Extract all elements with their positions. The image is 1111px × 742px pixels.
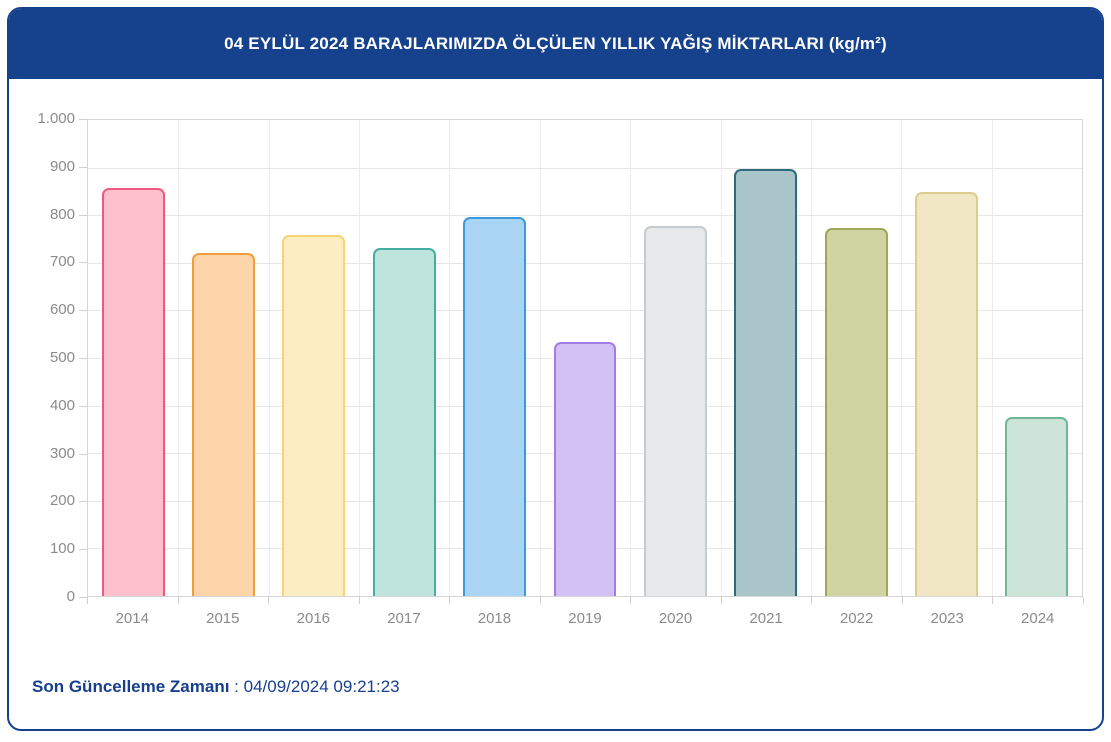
x-tick-mark [1083, 597, 1084, 604]
gridline-horizontal [88, 215, 1082, 217]
bar-2018[interactable] [463, 216, 527, 596]
bar-2015[interactable] [192, 252, 255, 596]
y-tick-label: 600 [49, 301, 75, 319]
y-tick-label: 200 [49, 492, 75, 510]
x-tick-mark [630, 597, 632, 604]
plot-area [87, 119, 1083, 597]
gridline-horizontal [88, 167, 1082, 169]
last-update-timestamp: 04/09/2024 09:21:23 [243, 677, 400, 696]
bar-2024[interactable] [1005, 417, 1069, 596]
y-tick-label: 0 [66, 588, 75, 605]
y-tick-label: 400 [49, 396, 75, 414]
y-tick-mark [79, 310, 87, 312]
gridline-vertical [720, 120, 722, 596]
y-tick-mark [79, 549, 87, 551]
y-tick-mark [79, 358, 87, 359]
bar-chart: 1.000 900 800 700 600 500 400 300 200 100 0 2014 20… [9, 79, 1102, 645]
bar-2023[interactable] [914, 192, 978, 596]
gridline-horizontal [88, 310, 1082, 312]
x-tick-mark [87, 597, 88, 604]
chart-header: 04 EYLÜL 2024 BARAJLARIMIZDA ÖLÇÜLEN YIL… [9, 9, 1102, 79]
y-tick-label: 500 [49, 349, 75, 366]
bar-2022[interactable] [824, 228, 888, 596]
bar-2020[interactable] [643, 225, 707, 596]
gridline-vertical [810, 120, 812, 596]
gridline-horizontal [88, 262, 1082, 264]
gridline-vertical [178, 120, 180, 596]
x-tick-mark [992, 597, 994, 604]
x-tick-label: 2021 [749, 610, 783, 627]
x-tick-label: 2024 [1021, 610, 1055, 627]
last-update-separator: : [229, 677, 244, 696]
x-tick-mark [358, 597, 360, 604]
y-tick-label: 800 [49, 205, 75, 223]
y-tick-mark [79, 405, 87, 407]
chart-card: 04 EYLÜL 2024 BARAJLARIMIZDA ÖLÇÜLEN YIL… [7, 7, 1104, 731]
x-tick-mark [901, 597, 903, 604]
x-tick-label: 2018 [477, 610, 512, 627]
y-tick-mark [79, 501, 87, 503]
x-tick-mark [720, 597, 722, 604]
x-tick-label: 2014 [115, 610, 149, 627]
x-tick-label: 2016 [296, 610, 331, 627]
x-tick-mark [539, 597, 541, 604]
x-tick-label: 2017 [387, 610, 421, 627]
y-tick-label: 700 [49, 253, 75, 271]
bar-2021[interactable] [734, 168, 798, 596]
bar-2019[interactable] [553, 341, 617, 596]
x-tick-label: 2019 [568, 610, 602, 627]
y-tick-mark [79, 597, 87, 598]
x-tick-label: 2022 [839, 610, 874, 627]
gridline-vertical [901, 120, 903, 596]
last-update-label: Son Güncelleme Zamanı [32, 677, 230, 696]
bar-2017[interactable] [372, 247, 436, 596]
x-tick-label: 2015 [206, 610, 240, 627]
gridline-vertical [449, 120, 451, 596]
gridline-vertical [630, 120, 632, 596]
y-tick-label: 900 [49, 157, 75, 175]
x-tick-mark [811, 597, 813, 604]
y-tick-mark [79, 166, 87, 168]
y-tick-label: 100 [49, 540, 75, 558]
gridline-vertical [359, 120, 361, 596]
gridline-vertical [991, 120, 993, 596]
bar-2016[interactable] [282, 234, 346, 596]
chart-title: 04 EYLÜL 2024 BARAJLARIMIZDA ÖLÇÜLEN YIL… [224, 34, 887, 53]
bar-2014[interactable] [101, 188, 165, 596]
last-update: Son Güncelleme Zamanı : 04/09/2024 09:21… [32, 677, 400, 697]
x-tick-label: 2020 [658, 610, 693, 627]
gridline-vertical [268, 120, 270, 596]
y-tick-label: 300 [49, 444, 75, 462]
y-tick-mark [79, 214, 87, 216]
y-tick-mark [79, 453, 87, 455]
gridline-vertical [539, 120, 541, 596]
x-tick-label: 2023 [930, 610, 964, 627]
x-tick-mark [449, 597, 451, 604]
y-tick-mark [79, 119, 87, 120]
x-tick-mark [268, 597, 270, 604]
x-tick-mark [177, 597, 179, 604]
y-tick-label: 1.000 [37, 110, 75, 127]
y-tick-mark [79, 262, 87, 264]
